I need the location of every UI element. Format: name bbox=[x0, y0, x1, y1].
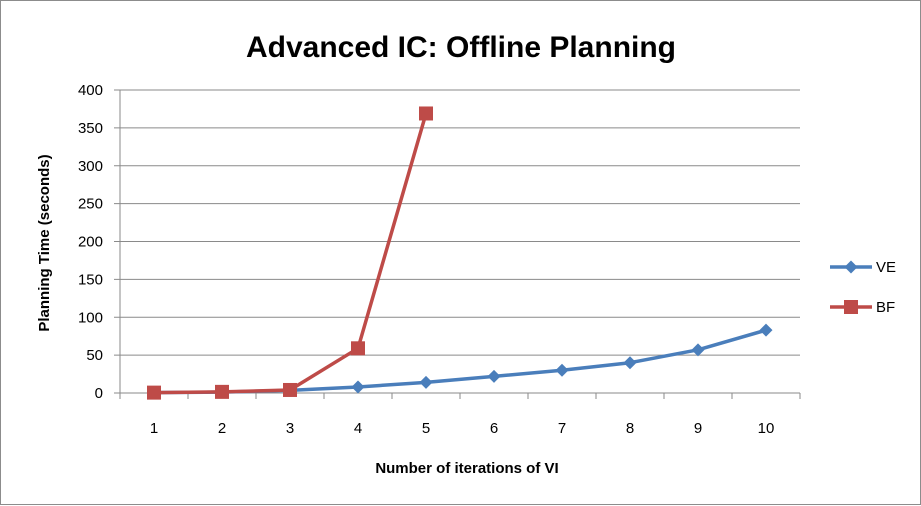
x-tick-label: 6 bbox=[490, 420, 498, 437]
data-point-ve bbox=[759, 323, 773, 337]
legend-label-ve: VE bbox=[876, 259, 896, 276]
legend-marker-bf bbox=[844, 300, 858, 314]
legend-item-bf: BF bbox=[830, 299, 895, 316]
data-point-ve bbox=[555, 363, 569, 377]
x-tick-labels: 1 2 3 4 5 6 7 8 9 10 bbox=[150, 420, 775, 437]
y-tick-label: 50 bbox=[86, 347, 103, 364]
grid-lines bbox=[120, 89, 800, 356]
x-tick-label: 4 bbox=[354, 420, 362, 437]
x-tick-label: 3 bbox=[286, 420, 294, 437]
legend-item-ve: VE bbox=[830, 259, 896, 276]
x-tick-label: 2 bbox=[218, 420, 226, 437]
legend-marker-ve bbox=[844, 260, 858, 274]
data-point-ve bbox=[623, 356, 637, 370]
data-point-bf bbox=[147, 385, 161, 400]
y-tick-label: 350 bbox=[78, 120, 103, 137]
data-point-ve bbox=[691, 343, 705, 357]
data-point-bf bbox=[419, 106, 433, 121]
x-tick-label: 10 bbox=[758, 420, 775, 437]
series-line-ve bbox=[153, 328, 767, 395]
x-tick-label: 9 bbox=[694, 420, 702, 437]
legend: VE BF bbox=[830, 259, 896, 316]
y-tick-label: 400 bbox=[78, 82, 103, 99]
x-tick-label: 7 bbox=[558, 420, 566, 437]
data-point-bf bbox=[351, 341, 365, 356]
series-ve bbox=[147, 323, 773, 400]
x-tick-label: 5 bbox=[422, 420, 430, 437]
series-bf bbox=[147, 106, 433, 400]
y-tick-label: 300 bbox=[78, 158, 103, 175]
y-tick-label: 250 bbox=[78, 196, 103, 213]
data-point-ve bbox=[419, 375, 433, 389]
x-tick-label: 1 bbox=[150, 420, 158, 437]
data-point-bf bbox=[283, 382, 297, 397]
x-tick-label: 8 bbox=[626, 420, 634, 437]
y-axis-label: Planning Time (seconds) bbox=[36, 154, 53, 331]
y-tick-label: 100 bbox=[78, 309, 103, 326]
series-layer bbox=[147, 106, 773, 400]
legend-label-bf: BF bbox=[876, 299, 895, 316]
series-line-bf bbox=[153, 112, 428, 395]
data-point-ve bbox=[487, 369, 501, 383]
y-tick-labels: 0 50 100 150 200 250 300 350 400 bbox=[78, 82, 103, 402]
y-tick-label: 0 bbox=[95, 385, 103, 402]
y-tick-label: 200 bbox=[78, 234, 103, 251]
chart-title: Advanced IC: Offline Planning bbox=[246, 31, 676, 64]
x-axis-label: Number of iterations of VI bbox=[375, 460, 558, 477]
y-tick-label: 150 bbox=[78, 271, 103, 288]
data-point-ve bbox=[351, 380, 365, 394]
data-point-bf bbox=[215, 384, 229, 399]
